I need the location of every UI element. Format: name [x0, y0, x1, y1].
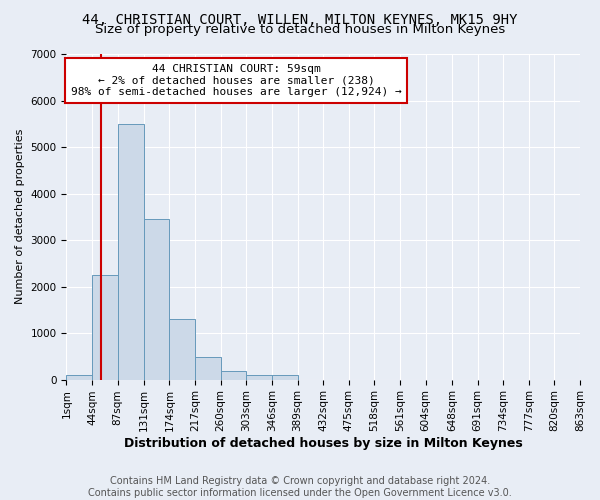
Bar [272, 376, 298, 380]
Bar [195, 358, 221, 380]
X-axis label: Distribution of detached houses by size in Milton Keynes: Distribution of detached houses by size … [124, 437, 523, 450]
Bar [169, 319, 195, 380]
Y-axis label: Number of detached properties: Number of detached properties [15, 129, 25, 304]
Bar [221, 371, 247, 380]
Bar [144, 219, 169, 380]
Bar [118, 124, 144, 380]
Text: Contains HM Land Registry data © Crown copyright and database right 2024.
Contai: Contains HM Land Registry data © Crown c… [88, 476, 512, 498]
Bar [67, 375, 92, 380]
Text: 44 CHRISTIAN COURT: 59sqm
← 2% of detached houses are smaller (238)
98% of semi-: 44 CHRISTIAN COURT: 59sqm ← 2% of detach… [71, 64, 401, 97]
Text: Size of property relative to detached houses in Milton Keynes: Size of property relative to detached ho… [95, 22, 505, 36]
Bar [247, 376, 272, 380]
Text: 44, CHRISTIAN COURT, WILLEN, MILTON KEYNES, MK15 9HY: 44, CHRISTIAN COURT, WILLEN, MILTON KEYN… [82, 12, 518, 26]
Bar [92, 275, 118, 380]
